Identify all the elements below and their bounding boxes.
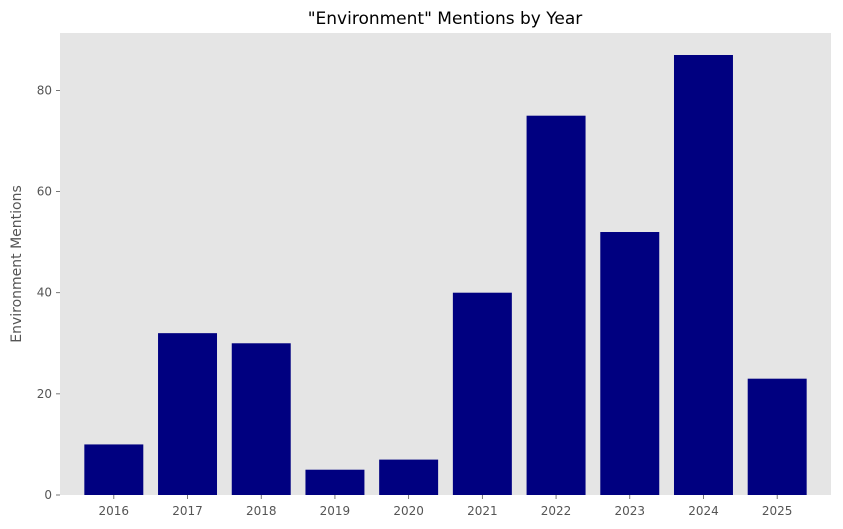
x-tick-label: 2016 — [99, 504, 130, 518]
bar-2020 — [379, 459, 439, 495]
bar-2024 — [673, 55, 733, 495]
x-tick-label: 2021 — [467, 504, 498, 518]
bar-2025 — [747, 378, 807, 495]
y-tick-label: 40 — [37, 286, 52, 300]
chart-title: "Environment" Mentions by Year — [308, 9, 583, 29]
x-tick-label: 2025 — [762, 504, 793, 518]
bar-2022 — [526, 115, 586, 495]
x-tick-label: 2019 — [320, 504, 351, 518]
y-tick-label: 80 — [37, 83, 52, 97]
bar-2018 — [231, 343, 291, 495]
y-tick-label: 0 — [44, 488, 52, 502]
x-tick-label: 2022 — [541, 504, 572, 518]
x-tick-label: 2023 — [614, 504, 645, 518]
bar-2021 — [452, 292, 512, 495]
x-tick-label: 2024 — [688, 504, 719, 518]
x-tick-label: 2017 — [172, 504, 203, 518]
bar-2016 — [84, 444, 144, 495]
bar-2019 — [305, 469, 365, 495]
y-axis-label: Environment Mentions — [9, 185, 25, 343]
bar-2017 — [158, 333, 218, 495]
x-tick-label: 2018 — [246, 504, 277, 518]
x-tick-label: 2020 — [393, 504, 424, 518]
bar-2023 — [600, 232, 660, 495]
y-tick-label: 20 — [37, 387, 52, 401]
y-tick-label: 60 — [37, 185, 52, 199]
